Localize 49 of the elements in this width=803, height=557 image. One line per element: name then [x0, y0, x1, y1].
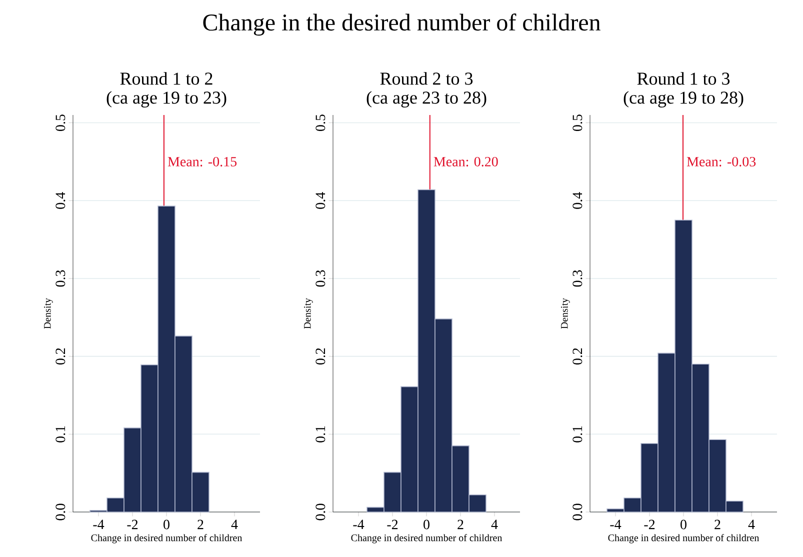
- x-tick-label: 0: [164, 520, 170, 530]
- x-tick-label: -4: [610, 520, 622, 530]
- x-tick-label: 4: [748, 520, 755, 530]
- y-tick-label: 0.3: [316, 270, 326, 287]
- chart-subtitle: (ca age 19 to 23): [106, 91, 226, 108]
- x-tick-label: 2: [714, 520, 720, 530]
- y-tick-label: 0.4: [316, 192, 326, 209]
- y-tick-label: 0.0: [572, 504, 582, 520]
- y-tick-label: 0.4: [572, 192, 582, 209]
- x-tick-label: -2: [127, 520, 138, 530]
- y-tick-label: 0.2: [56, 348, 66, 365]
- y-tick-label: 0.1: [56, 426, 66, 442]
- chart-title: Round 1 to 2: [120, 72, 212, 85]
- ref-line-label: Mean: 0.20: [434, 156, 498, 166]
- y-tick-label: 0.1: [572, 426, 582, 442]
- y-tick-label: 0.0: [56, 504, 66, 520]
- y-tick-label: 0.1: [316, 426, 326, 442]
- x-tick-label: -2: [387, 520, 398, 530]
- y-axis-title: Density: [44, 298, 53, 329]
- x-tick-label: 0: [680, 520, 686, 530]
- x-tick-label: 2: [198, 520, 204, 530]
- y-axis-title: Density: [561, 298, 570, 329]
- x-axis-title: Change in desired number of children: [351, 534, 502, 544]
- text: Change in the desired number of children: [203, 14, 600, 36]
- x-tick-label: 2: [458, 520, 464, 530]
- ref-line-label: Mean: -0.15: [168, 156, 237, 166]
- x-tick-label: 4: [231, 520, 238, 530]
- x-axis-title: Change in desired number of children: [91, 534, 242, 544]
- x-tick-label: 4: [491, 520, 498, 530]
- y-tick-label: 0.5: [316, 114, 326, 131]
- y-axis-title: Density: [304, 298, 313, 329]
- y-tick-label: 0.2: [572, 348, 582, 365]
- x-tick-label: -2: [644, 520, 655, 530]
- chart-subtitle: (ca age 23 to 28): [366, 91, 486, 108]
- x-axis-title: Change in desired number of children: [608, 534, 760, 544]
- y-tick-label: 0.5: [572, 114, 582, 131]
- y-tick-label: 0.0: [316, 504, 326, 520]
- x-tick-label: 0: [424, 520, 430, 530]
- chart-subtitle: (ca age 19 to 28): [624, 91, 744, 108]
- chart-title: Round 2 to 3: [380, 72, 473, 85]
- y-tick-label: 0.3: [572, 270, 582, 287]
- y-tick-label: 0.4: [56, 192, 66, 209]
- chart-title: Round 1 to 3: [637, 72, 730, 85]
- y-tick-label: 0.2: [316, 348, 326, 365]
- ref-line-label: Mean: -0.03: [686, 156, 756, 166]
- x-tick-label: -4: [353, 520, 364, 530]
- y-tick-label: 0.5: [56, 114, 66, 131]
- y-tick-label: 0.3: [56, 270, 66, 287]
- x-tick-label: -4: [93, 520, 104, 530]
